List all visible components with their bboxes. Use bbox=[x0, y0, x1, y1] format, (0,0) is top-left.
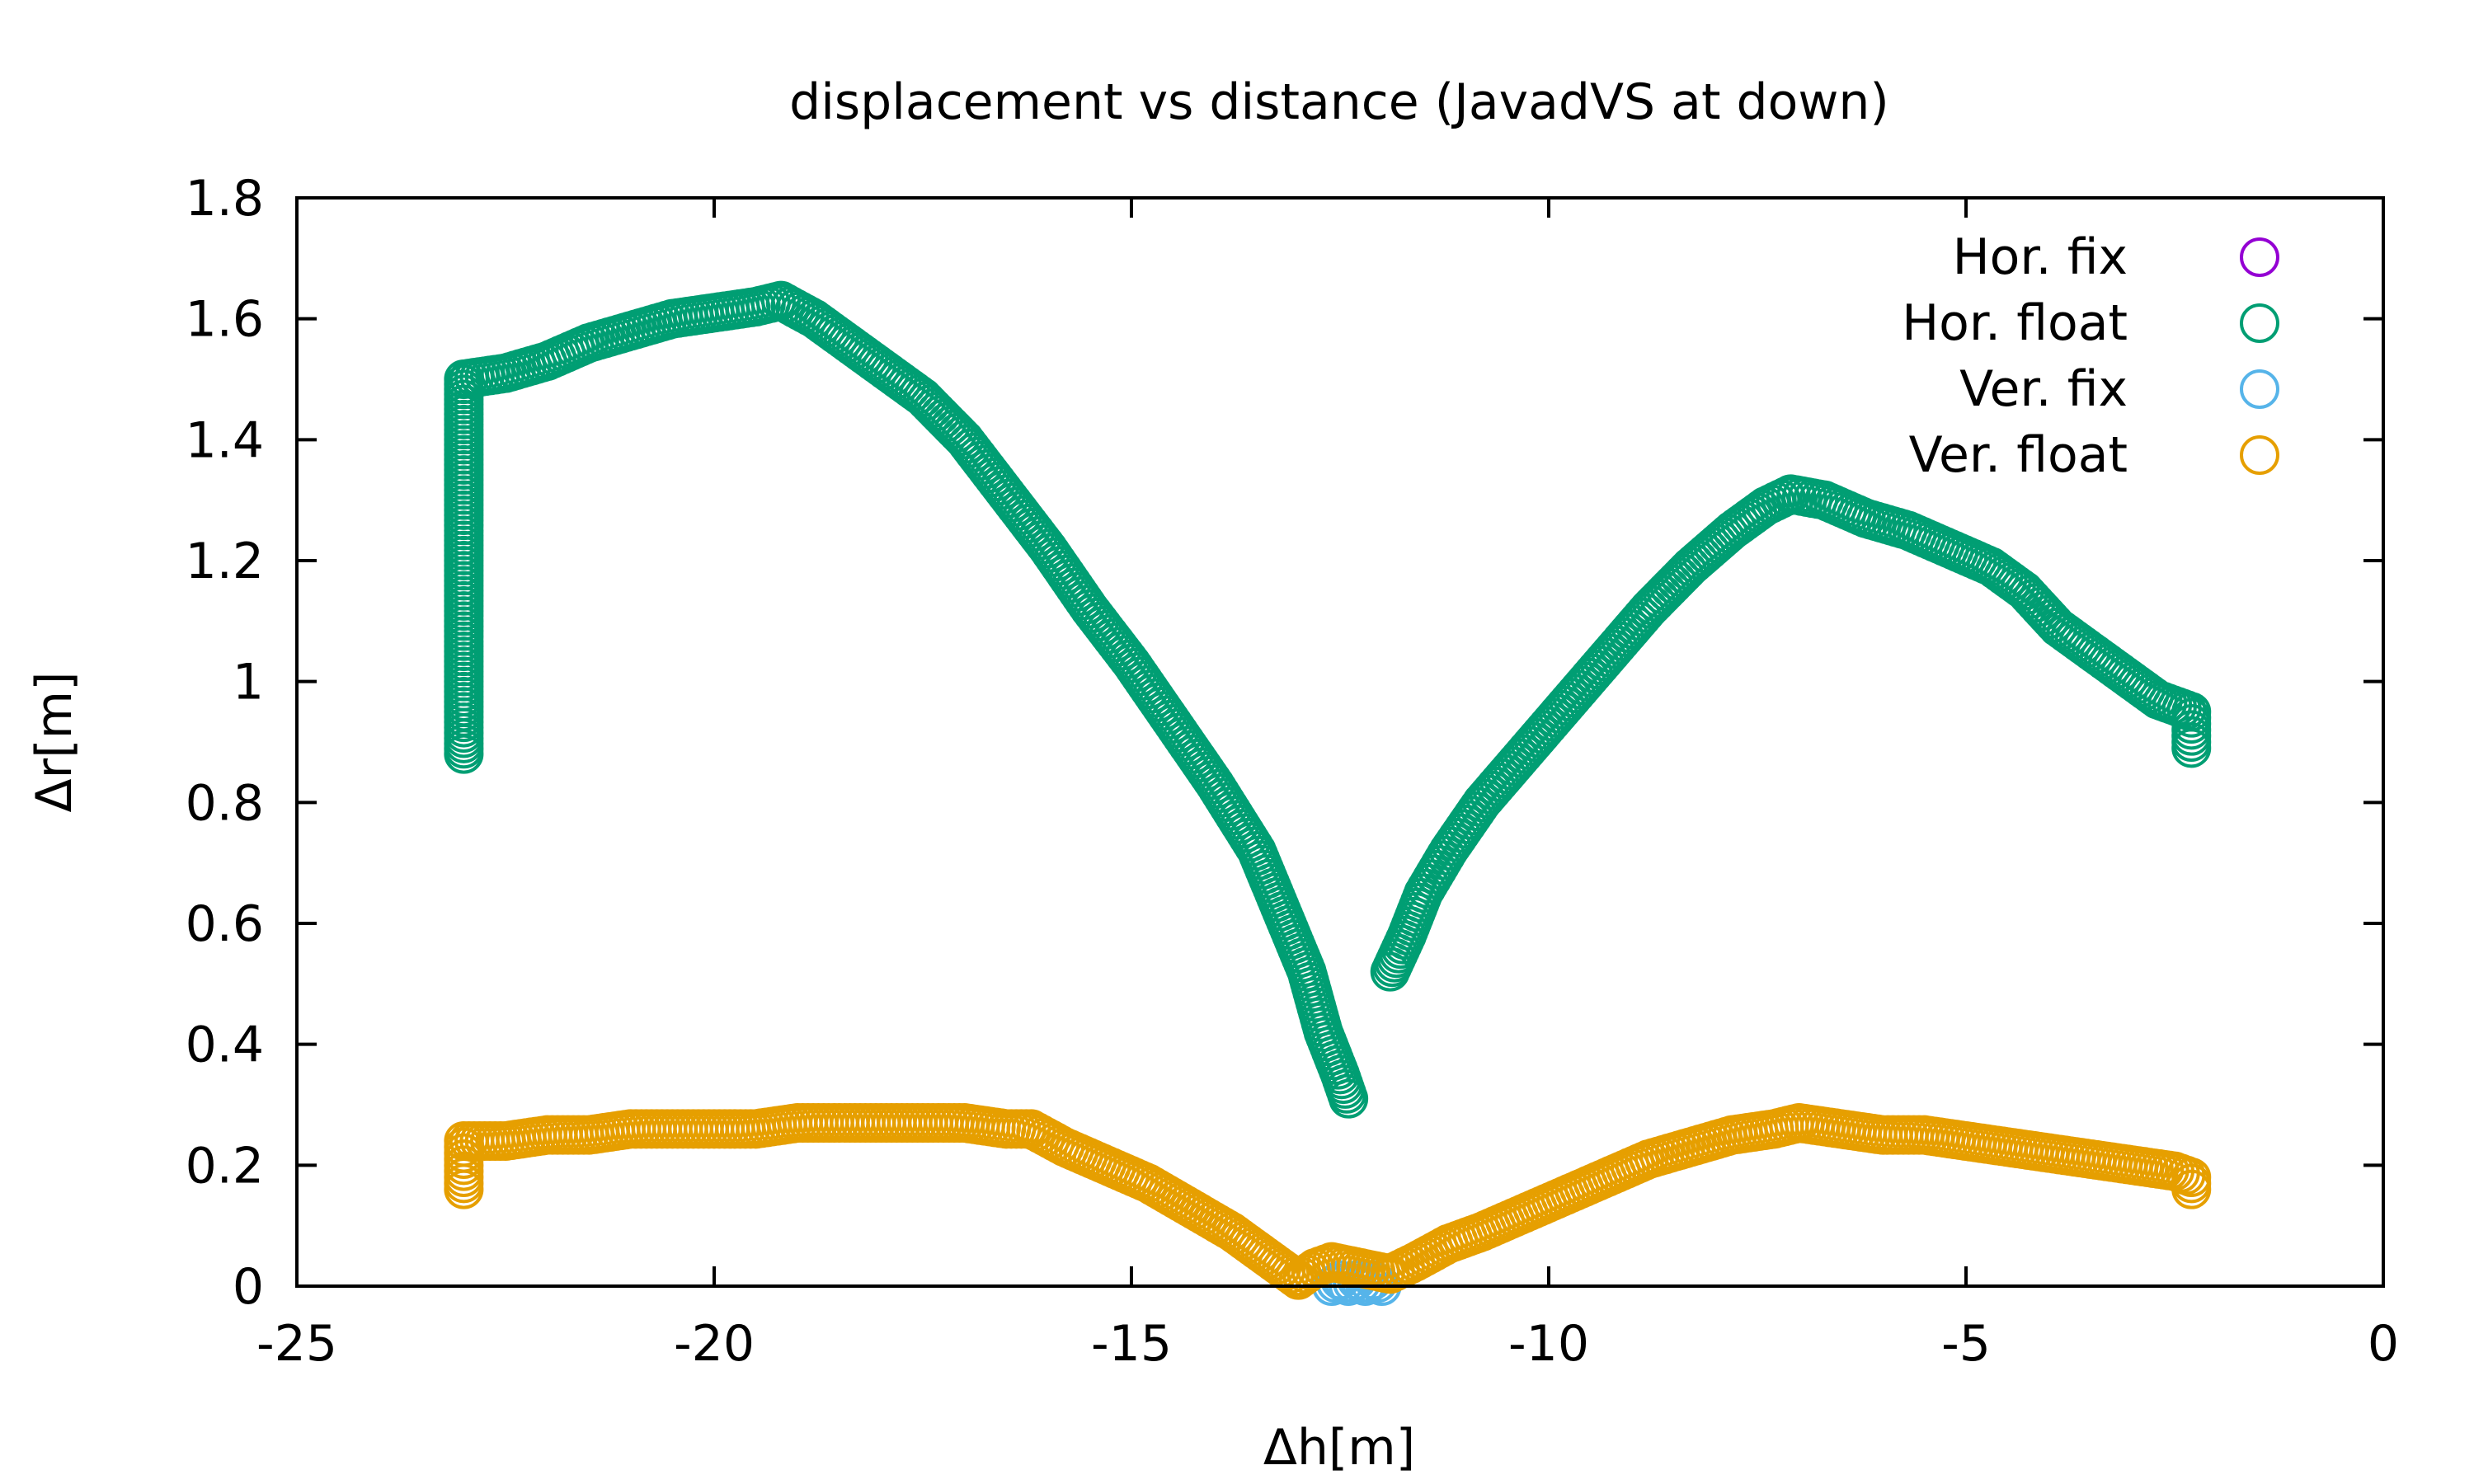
x-tick-label: -20 bbox=[674, 1315, 755, 1373]
y-tick-label: 0.6 bbox=[186, 895, 264, 953]
y-axis-ticks: 0 0.2 0.4 0.6 0.8 1 1.2 1.4 1.6 1.8 bbox=[186, 170, 2383, 1316]
x-tick-label: -15 bbox=[1091, 1315, 1172, 1373]
legend-label: Ver. fix bbox=[1959, 360, 2128, 418]
legend-marker bbox=[2240, 237, 2279, 277]
x-axis-label: Δh[m] bbox=[1263, 1419, 1415, 1477]
y-tick-label: 1.4 bbox=[186, 411, 264, 469]
plot-frame bbox=[295, 196, 2385, 1288]
legend-marker bbox=[2240, 369, 2279, 409]
y-tick-label: 1.6 bbox=[186, 291, 264, 349]
legend-label: Ver. float bbox=[1909, 426, 2128, 484]
y-axis-label: Δr[m] bbox=[26, 672, 83, 813]
legend: Hor. fix Hor. float Ver. fix Ver. float bbox=[1902, 228, 2279, 484]
y-tick-label: 0 bbox=[233, 1258, 264, 1316]
series-hor-float bbox=[444, 280, 2212, 1119]
legend-label: Hor. fix bbox=[1953, 228, 2128, 286]
y-tick-label: 0.4 bbox=[186, 1017, 264, 1074]
y-tick-label: 1.8 bbox=[186, 170, 264, 228]
data-point bbox=[2171, 728, 2212, 768]
series-ver-float bbox=[444, 1103, 2212, 1300]
y-tick-label: 0.2 bbox=[186, 1137, 264, 1195]
data-point bbox=[2171, 1169, 2212, 1209]
data-point bbox=[1329, 1078, 1369, 1119]
data-point bbox=[1700, 520, 1741, 561]
x-tick-label: 0 bbox=[2368, 1315, 2399, 1373]
legend-label: Hor. float bbox=[1902, 294, 2128, 352]
data-layer bbox=[444, 280, 2212, 1306]
y-tick-label: 0.8 bbox=[186, 774, 264, 832]
legend-marker bbox=[2240, 303, 2279, 343]
x-tick-label: -10 bbox=[1508, 1315, 1589, 1373]
y-tick-label: 1.2 bbox=[186, 533, 264, 590]
y-tick-label: 1 bbox=[233, 654, 264, 711]
x-tick-label: -25 bbox=[256, 1315, 337, 1373]
x-axis-ticks: -25 -20 -15 -10 -5 0 bbox=[256, 198, 2399, 1373]
chart-title: displacement vs distance (JavadVS at dow… bbox=[789, 73, 1889, 131]
legend-marker bbox=[2240, 435, 2279, 475]
x-tick-label: -5 bbox=[1941, 1315, 1991, 1373]
